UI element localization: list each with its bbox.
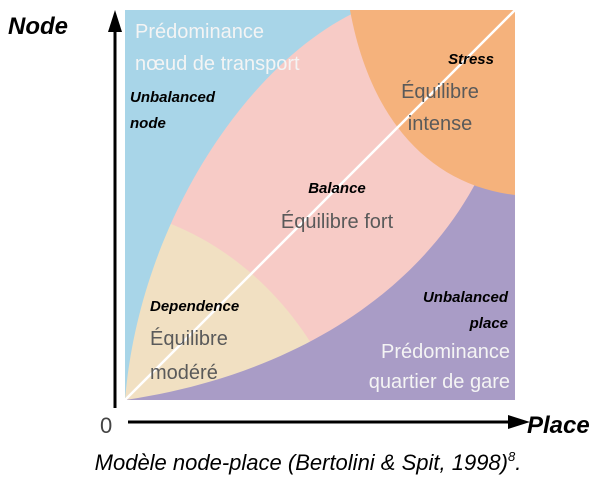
region-english: place <box>469 315 508 332</box>
region-french: Équilibre <box>401 80 479 103</box>
region-english: Dependence <box>150 298 239 315</box>
diagonal <box>124 9 516 401</box>
x-arrow <box>508 415 530 429</box>
region-english: Balance <box>308 180 366 197</box>
caption-note: 8 <box>508 449 516 464</box>
region-english: node <box>130 115 166 132</box>
region-english: Stress <box>448 51 494 68</box>
dependence-zone <box>125 210 340 400</box>
region-french: intense <box>408 113 473 135</box>
node-zone <box>125 10 360 400</box>
place-zone <box>125 60 515 400</box>
region-french: nœud de transport <box>135 53 300 75</box>
x-label: Place <box>527 412 590 439</box>
region-french: Prédominance <box>135 21 264 43</box>
region-french: quartier de gare <box>369 371 510 393</box>
region-french: modéré <box>150 362 218 384</box>
region-french: Équilibre fort <box>281 210 394 233</box>
y-arrow <box>108 10 122 32</box>
caption-text: Modèle node-place (Bertolini & Spit, 199… <box>95 450 508 475</box>
caption-end: . <box>515 450 521 475</box>
origin: 0 <box>100 413 112 438</box>
region-french: Prédominance <box>381 341 510 363</box>
stress-zone <box>350 10 515 195</box>
caption: Modèle node-place (Bertolini & Spit, 199… <box>95 449 522 475</box>
region-french: Équilibre <box>150 327 228 350</box>
region-english: Unbalanced <box>423 289 509 306</box>
region-english: Unbalanced <box>130 89 216 106</box>
y-label: Node <box>8 13 68 40</box>
